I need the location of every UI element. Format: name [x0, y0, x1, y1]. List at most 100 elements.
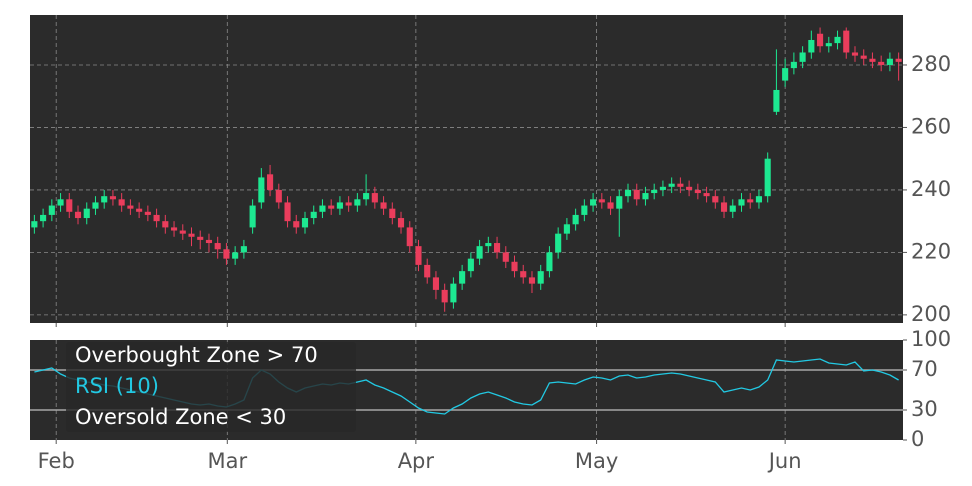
candle-body	[57, 199, 64, 206]
candle-body	[572, 214, 579, 225]
candle-body	[528, 277, 536, 284]
candle-body	[546, 252, 553, 272]
candle-body	[162, 221, 169, 228]
candle-body	[642, 193, 649, 200]
candle-body	[127, 205, 134, 209]
candle-body	[633, 189, 640, 200]
y-tick-label: 280	[911, 52, 951, 76]
candle-body	[74, 211, 82, 219]
candle-body	[616, 196, 623, 209]
candle-body	[170, 227, 178, 231]
candle-body	[258, 177, 265, 203]
legend-box	[66, 342, 356, 432]
candle-body	[223, 249, 230, 259]
candle-body	[267, 174, 274, 190]
plot-layer: 200 220 240 260 280 0 30 70 100 Feb Mar Apr May Jun Ov…	[30, 15, 951, 473]
candle-body	[31, 221, 38, 228]
y-tick-label: 240	[911, 177, 951, 201]
candle-body	[502, 252, 509, 262]
candle-body	[153, 214, 160, 222]
candle-body	[48, 205, 55, 215]
candle-body	[782, 68, 789, 81]
candle-body	[240, 246, 247, 253]
x-tick-label: Jun	[767, 449, 802, 473]
candle-body	[537, 271, 544, 284]
candle-body	[817, 33, 824, 47]
candle-body	[476, 246, 483, 259]
candle-body	[406, 227, 413, 247]
candle-body	[790, 61, 797, 69]
candle-body	[607, 202, 614, 209]
candle-body	[712, 196, 719, 203]
candle-body	[843, 30, 850, 53]
candle-body	[310, 211, 317, 219]
candle-body	[590, 199, 597, 206]
candle-body	[389, 208, 396, 219]
candle-body	[581, 205, 588, 215]
candle-body	[232, 252, 239, 259]
candle-body	[179, 230, 186, 234]
candle-body	[83, 208, 90, 219]
candle-body	[424, 264, 431, 278]
candle-body	[773, 89, 780, 112]
candle-body	[755, 196, 763, 203]
candle-body	[397, 218, 405, 228]
candle-body	[668, 183, 675, 187]
candle-body	[415, 246, 422, 265]
candle-body	[886, 58, 893, 65]
candle-body	[371, 193, 378, 203]
candle-body	[799, 52, 806, 62]
y-tick-label: 0	[911, 427, 924, 451]
candle-body	[520, 271, 527, 278]
candle-body	[249, 205, 256, 228]
candle-body	[747, 199, 754, 203]
candle-body	[598, 199, 605, 203]
candle-body	[380, 202, 387, 209]
candle-body	[834, 36, 841, 44]
y-tick-label: 260	[911, 114, 951, 138]
candle-body	[363, 193, 370, 200]
candle-body	[441, 289, 448, 303]
candle-body	[301, 218, 309, 228]
candle-body	[109, 196, 116, 200]
candle-body	[284, 202, 291, 222]
candle-body	[459, 271, 466, 284]
price-panel	[30, 15, 903, 323]
candle-body	[354, 199, 361, 206]
candle-body	[703, 193, 710, 197]
x-tick-label: May	[575, 449, 618, 473]
y-tick-label: 30	[911, 397, 938, 421]
y-tick-label: 200	[911, 302, 951, 326]
candle-body	[651, 189, 658, 194]
candle-body	[860, 55, 867, 59]
candle-body	[101, 196, 108, 203]
candle-body	[659, 186, 666, 190]
candle-body	[432, 277, 440, 290]
candle-body	[895, 58, 902, 62]
legend-oversold: Oversold Zone < 30	[75, 405, 286, 429]
candle-body	[878, 61, 885, 65]
candle-body	[328, 205, 335, 209]
candle-body	[275, 189, 282, 203]
candle-body	[214, 243, 221, 250]
candle-body	[729, 205, 736, 212]
candle-body	[764, 158, 771, 197]
candle-body	[738, 199, 745, 206]
candle-body	[493, 243, 501, 253]
candle-body	[188, 233, 195, 237]
candle-body	[808, 39, 815, 53]
candle-body	[293, 221, 300, 228]
candle-body	[118, 199, 125, 206]
candle-body	[66, 199, 73, 212]
candle-body	[197, 236, 204, 240]
candle-body	[319, 205, 326, 212]
candle-body	[624, 189, 632, 197]
candle-body	[136, 208, 143, 212]
candle-body	[563, 224, 570, 234]
y-tick-label: 100	[911, 327, 951, 351]
candle-body	[345, 202, 352, 206]
candle-body	[144, 211, 151, 215]
candle-body	[825, 43, 832, 47]
x-tick-label: Mar	[207, 449, 247, 473]
candle-body	[555, 233, 562, 253]
